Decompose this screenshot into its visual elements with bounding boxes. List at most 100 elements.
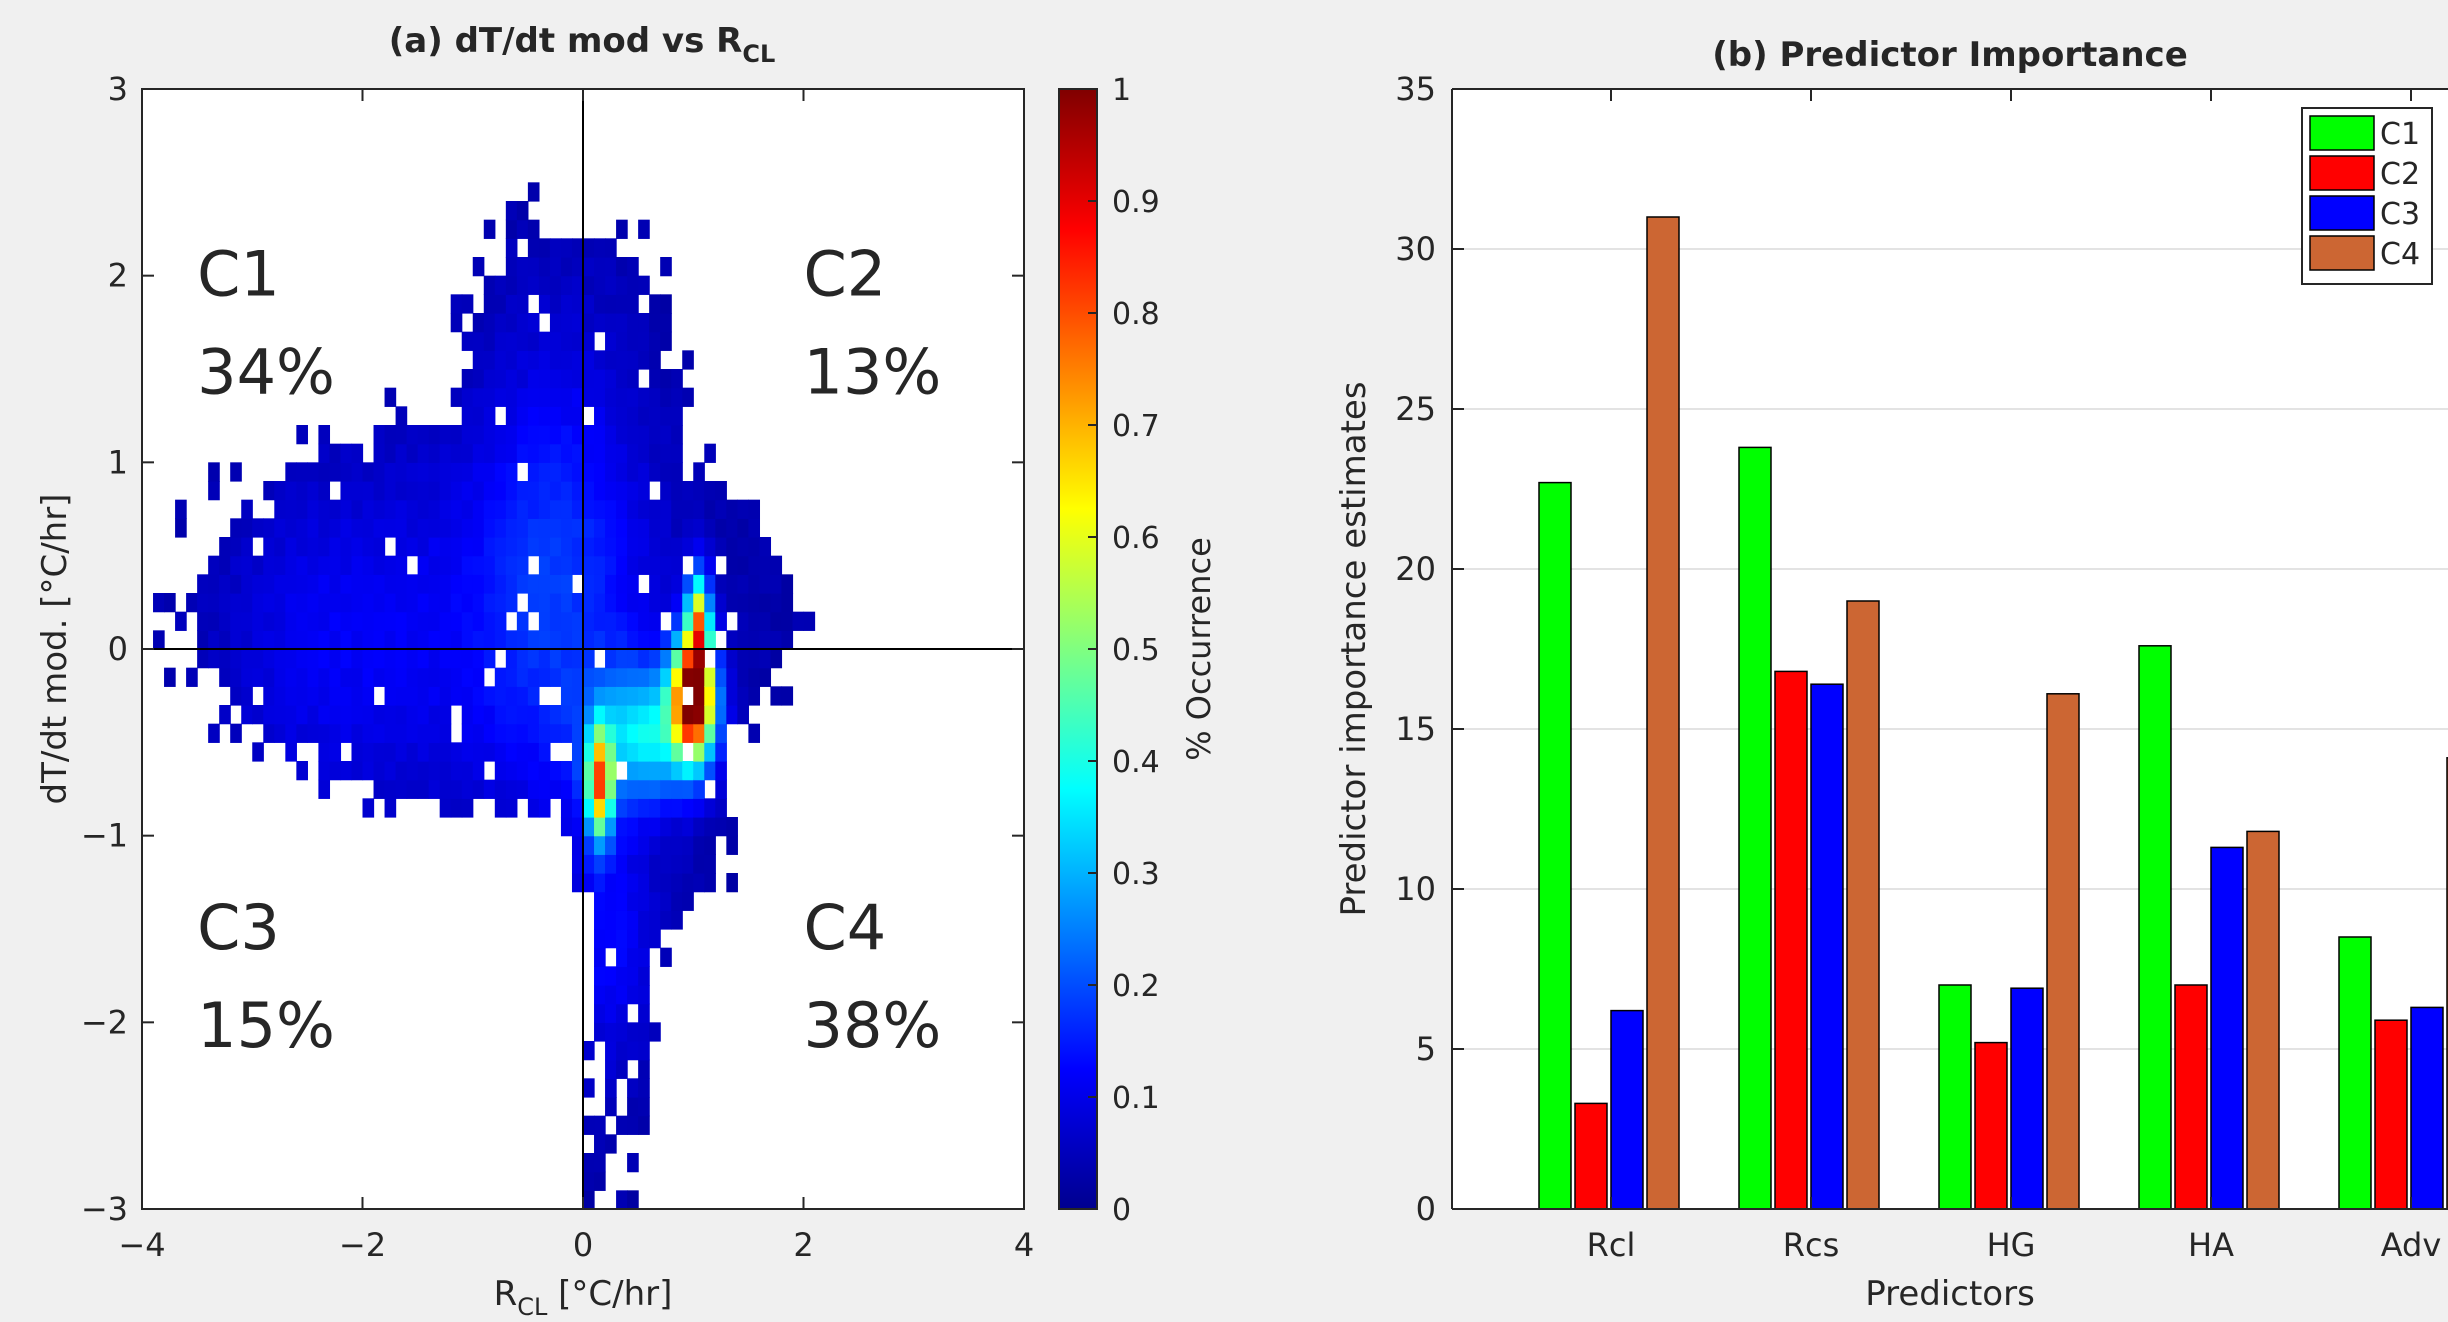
heatmap-cell (340, 686, 353, 706)
heatmap-cell (560, 238, 573, 258)
heatmap-cell (583, 1078, 595, 1098)
heatmap-cell (594, 891, 606, 911)
heatmap-cell (505, 443, 518, 463)
heatmap-cell (693, 873, 705, 893)
heatmap-cell (660, 593, 672, 613)
heatmap-cell (241, 555, 253, 575)
heatmap-cell (660, 630, 672, 650)
heatmap-cell (737, 537, 749, 557)
heatmap-cell (406, 462, 419, 482)
heatmap-cell (329, 723, 342, 743)
heatmap-cell (186, 667, 198, 687)
heatmap-cell (549, 481, 562, 501)
bar-C1-Rcl (1538, 481, 1572, 1210)
heatmap-cell (605, 275, 617, 295)
heatmap-cell (638, 723, 650, 743)
heatmap-cell (472, 406, 485, 426)
heatmap-cell (616, 667, 628, 687)
heatmap-cell (583, 742, 595, 762)
heatmap-cell (230, 649, 242, 669)
heatmap-cell (693, 649, 705, 669)
heatmap-cell (505, 294, 518, 314)
heatmap-cell (340, 611, 353, 631)
heatmap-cell (594, 854, 606, 874)
heatmap-cell (649, 779, 661, 799)
heatmap-cell (693, 798, 705, 818)
heatmap-cell (671, 723, 683, 743)
heatmap-cell (660, 705, 672, 725)
heatmap-cell (616, 742, 628, 762)
heatmap-cell (549, 350, 562, 370)
heatmap-cell (616, 686, 628, 706)
heatmap-cell (406, 425, 419, 445)
heatmap-cell (693, 817, 705, 837)
heatmap-cell (340, 723, 353, 743)
heatmap-cell (616, 630, 628, 650)
heatmap-cell (340, 593, 353, 613)
heatmap-cell (627, 1022, 639, 1042)
heatmap-cell (252, 742, 264, 762)
y-tick-label: −1 (81, 817, 128, 855)
heatmap-cell (549, 294, 562, 314)
heatmap-cell (660, 406, 672, 426)
heatmap-cell (285, 649, 297, 669)
bar-C3-Adv (2410, 1006, 2444, 1210)
heatmap-cell (472, 611, 485, 631)
heatmap-cell (616, 966, 628, 986)
heatmap-cell (384, 611, 397, 631)
heatmap-cell (704, 518, 716, 538)
heatmap-cell (583, 294, 595, 314)
heatmap-cell (417, 462, 430, 482)
heatmap-cell (439, 481, 452, 501)
heatmap-cell (329, 443, 342, 463)
heatmap-cell (671, 593, 683, 613)
heatmap-cell (682, 574, 694, 594)
heatmap-cell (274, 630, 286, 650)
heatmap-cell (682, 723, 694, 743)
heatmap-cell (252, 555, 264, 575)
heatmap-cell (638, 462, 650, 482)
heatmap-cell (583, 350, 595, 370)
heatmap-cell (318, 481, 331, 501)
heatmap-cell (461, 649, 474, 669)
bar-C4-Rcs (1846, 600, 1880, 1210)
heatmap-cell (274, 481, 286, 501)
heatmap-cell (406, 686, 419, 706)
heatmap-cell (483, 275, 496, 295)
heatmap-cell (384, 630, 397, 650)
heatmap-cell (428, 537, 441, 557)
legend-swatch (2309, 235, 2375, 271)
heatmap-cell (153, 630, 165, 650)
heatmap-cell (318, 518, 331, 538)
heatmap-cell (494, 686, 507, 706)
heatmap-cell (472, 667, 485, 687)
heatmap-cell (439, 723, 452, 743)
heatmap-cell (649, 425, 661, 445)
heatmap-cell (737, 555, 749, 575)
heatmap-cell (472, 499, 485, 519)
heatmap-cell (351, 481, 364, 501)
heatmap-cell (748, 518, 761, 538)
heatmap-cell (627, 518, 639, 538)
heatmap-cell (627, 611, 639, 631)
heatmap-cell (384, 443, 397, 463)
heatmap-cell (660, 649, 672, 669)
heatmap-cell (693, 593, 705, 613)
heatmap-cell (616, 891, 628, 911)
heatmap-cell (571, 425, 584, 445)
heatmap-cell (395, 518, 408, 538)
heatmap-cell (505, 537, 518, 557)
heatmap-cell (560, 387, 573, 407)
heatmap-cell (384, 798, 397, 818)
heatmap-cell (594, 313, 606, 333)
heatmap-cell (649, 723, 661, 743)
heatmap-cell (450, 593, 463, 613)
heatmap-cell (538, 425, 551, 445)
heatmap-cell (682, 630, 694, 650)
heatmap-cell (439, 686, 452, 706)
heatmap-cell (494, 798, 507, 818)
heatmap-cell (483, 686, 496, 706)
heatmap-cell (627, 686, 639, 706)
heatmap-cell (583, 611, 595, 631)
heatmap-cell (605, 1078, 617, 1098)
